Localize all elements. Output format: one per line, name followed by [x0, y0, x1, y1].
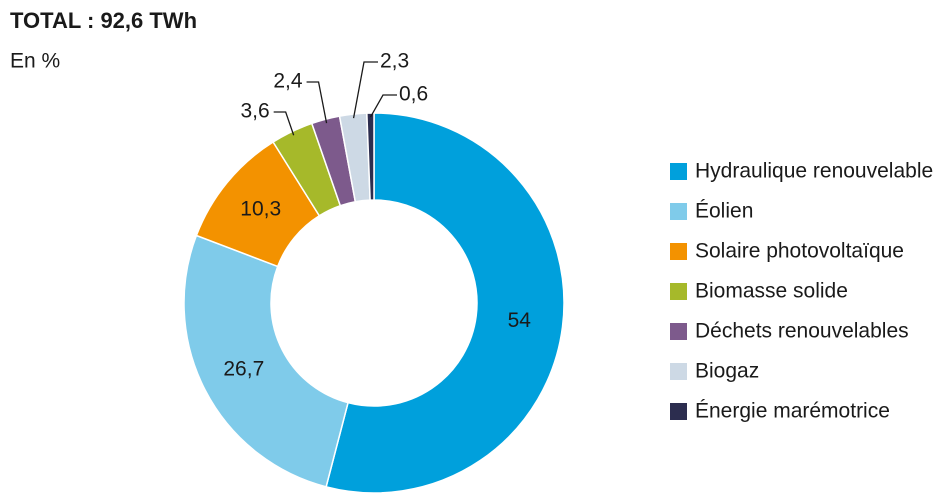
chart-title: TOTAL : 92,6 TWh — [10, 8, 197, 33]
legend-swatch — [670, 283, 687, 300]
legend-label: Biogaz — [695, 360, 759, 383]
legend-swatch — [670, 243, 687, 260]
chart-subtitle: En % — [10, 50, 60, 73]
donut-segment — [183, 234, 349, 488]
legend-swatch — [670, 403, 687, 420]
legend-swatch — [670, 363, 687, 380]
legend-label: Hydraulique renouvelable — [695, 160, 933, 183]
data-label: 54 — [508, 309, 532, 332]
legend-swatch — [670, 163, 687, 180]
legend-swatch — [670, 203, 687, 220]
data-label: 0,6 — [399, 83, 428, 106]
data-label: 10,3 — [240, 198, 281, 221]
leader-line — [352, 61, 378, 119]
legend-label: Solaire photovoltaïque — [695, 240, 904, 263]
legend-label: Déchets renouvelables — [695, 320, 909, 343]
data-label: 2,4 — [273, 70, 303, 93]
donut-segment — [325, 112, 565, 494]
donut-segment — [366, 112, 375, 201]
data-label: 2,3 — [380, 50, 409, 73]
leader-line — [273, 111, 295, 136]
legend-label: Énergie marémotrice — [695, 400, 890, 423]
legend-label: Biomasse solide — [695, 280, 848, 303]
leader-line — [306, 81, 328, 124]
legend-label: Éolien — [695, 200, 753, 223]
data-label: 3,6 — [240, 100, 269, 123]
data-label: 26,7 — [223, 358, 264, 381]
leader-line — [369, 94, 397, 118]
legend-swatch — [670, 323, 687, 340]
